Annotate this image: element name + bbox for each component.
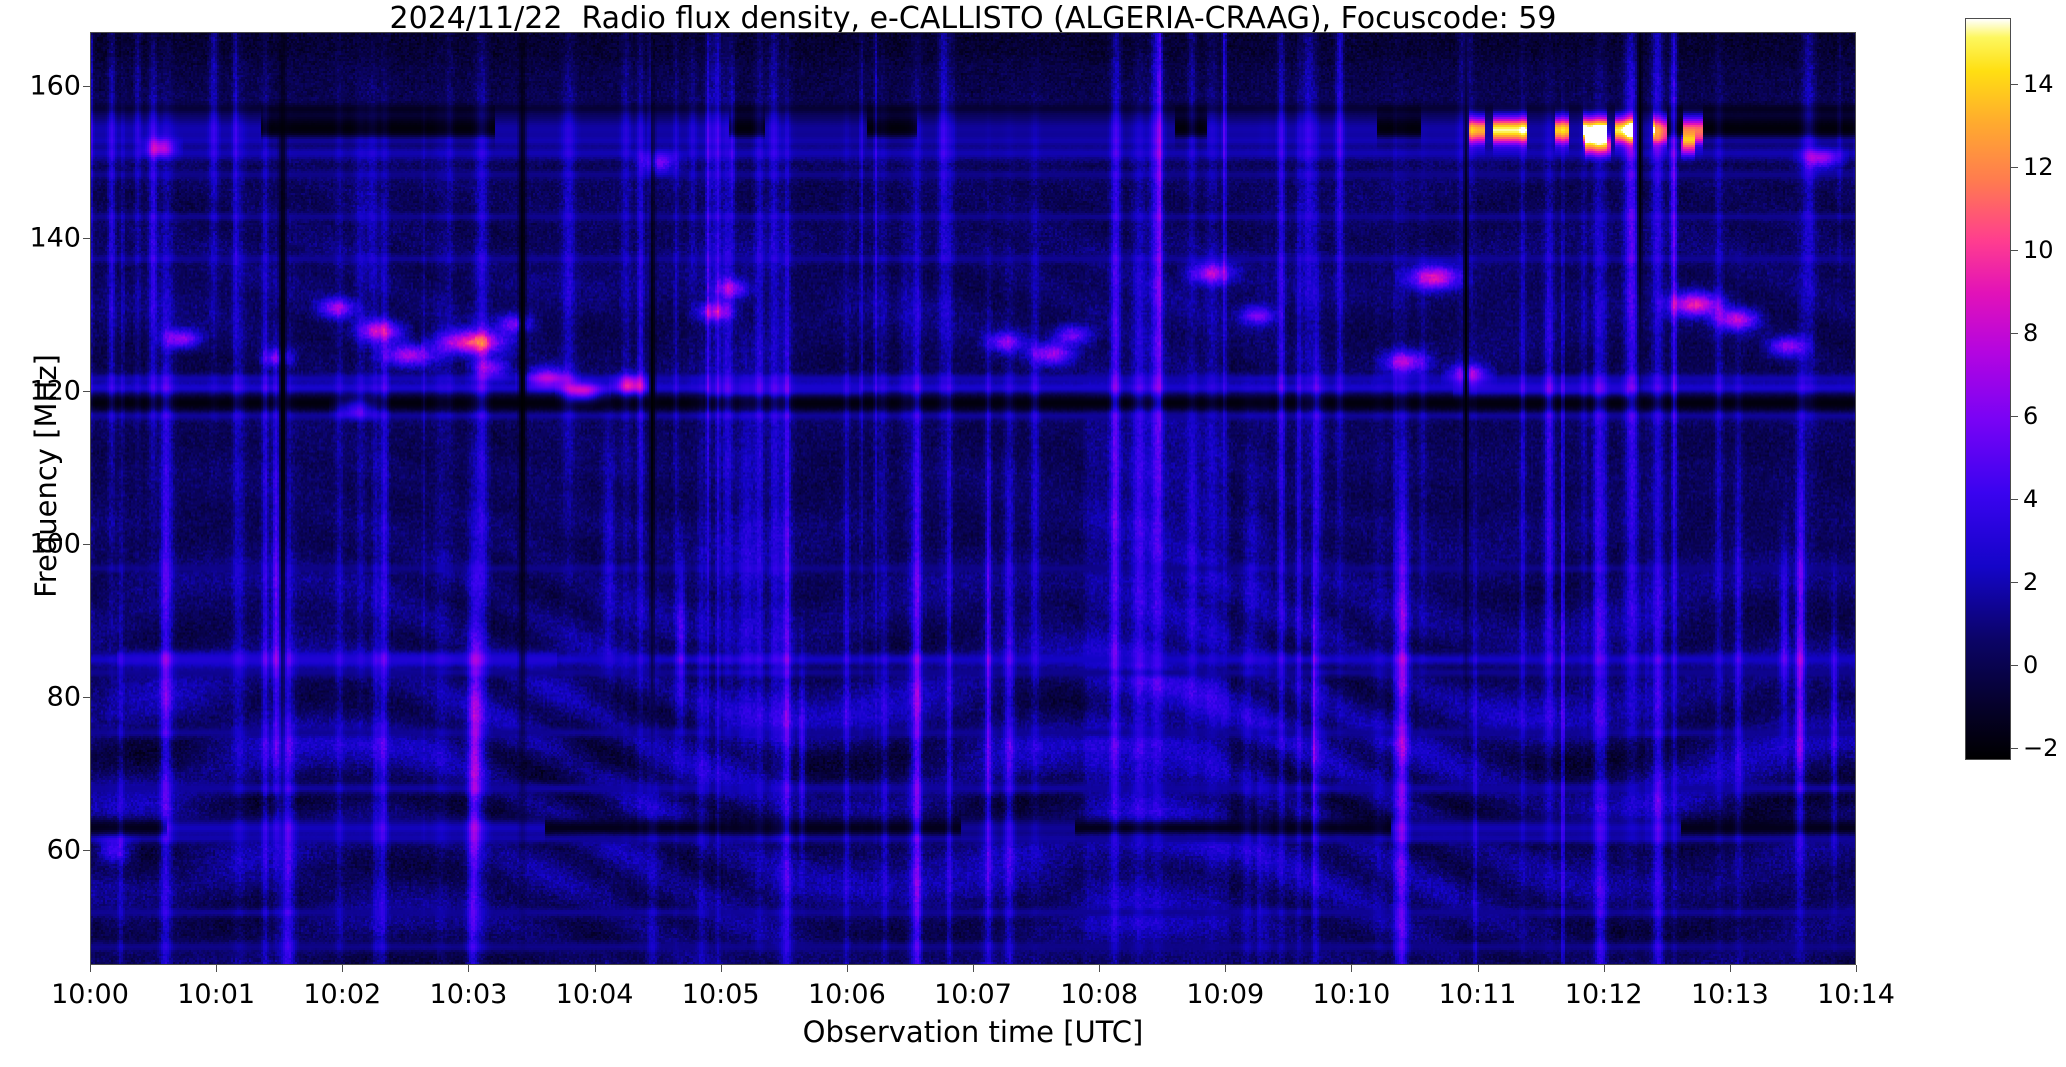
colorbar-tick-label: 12 — [2023, 153, 2054, 182]
x-tick-mark — [846, 965, 848, 972]
x-tick-mark — [1856, 965, 1857, 972]
x-tick-mark — [1099, 965, 1101, 972]
x-tick-label: 10:00 — [51, 979, 129, 1010]
x-tick-mark — [594, 965, 596, 972]
colorbar-tick-label: 2 — [2023, 567, 2039, 596]
colorbar-tick-label: 10 — [2023, 236, 2054, 265]
colorbar-tick-mark — [2011, 415, 2018, 417]
colorbar-tick-label: 14 — [2023, 70, 2054, 99]
colorbar-tick-mark — [2011, 167, 2018, 169]
y-tick-mark — [83, 544, 90, 546]
x-tick-label: 10:11 — [1438, 979, 1517, 1010]
colorbar-tick-mark — [2011, 498, 2018, 500]
x-tick-label: 10:12 — [1564, 979, 1643, 1010]
colorbar-tick-label: −2 — [2023, 733, 2059, 762]
spectrogram-image — [91, 33, 1855, 964]
colorbar-tick-mark — [2011, 747, 2018, 749]
y-tick-mark — [83, 85, 90, 87]
x-tick-label: 10:06 — [807, 979, 886, 1010]
y-tick-mark — [83, 697, 90, 699]
y-tick-mark — [83, 850, 90, 852]
x-tick-label: 10:07 — [934, 979, 1012, 1010]
colorbar-tick-label: 4 — [2023, 484, 2039, 513]
colorbar[interactable]: 14 12 10 8 6 4 2 0 −2 — [1965, 18, 2058, 762]
x-tick-label: 10:10 — [1312, 979, 1391, 1010]
x-tick-label: 10:13 — [1690, 979, 1769, 1010]
x-tick-mark — [216, 965, 218, 972]
colorbar-tick-mark — [2011, 581, 2018, 583]
x-axis-label: Observation time [UTC] — [802, 1015, 1144, 1049]
x-tick-mark — [342, 965, 344, 972]
x-tick-mark — [1225, 965, 1227, 972]
x-tick-mark — [1477, 965, 1479, 972]
x-tick-mark — [1351, 965, 1353, 972]
x-tick-mark — [468, 965, 470, 972]
y-tick-label: 60 — [46, 834, 81, 866]
x-tick-label: 10:09 — [1186, 979, 1265, 1010]
x-tick-label: 10:08 — [1060, 979, 1139, 1010]
y-axis-label: Frequency [MHz] — [29, 354, 63, 598]
colorbar-tick-label: 8 — [2023, 319, 2039, 348]
x-tick-mark — [90, 965, 91, 972]
x-tick-mark — [720, 965, 722, 972]
colorbar-tick-mark — [2011, 664, 2018, 666]
page-title: 2024/11/22 Radio flux density, e-CALLIST… — [389, 1, 1557, 36]
colorbar-tick-mark — [2011, 250, 2018, 252]
x-tick-mark — [1729, 965, 1731, 972]
colorbar-tick-mark — [2011, 333, 2018, 335]
x-tick-label: 10:02 — [303, 979, 382, 1010]
colorbar-gradient — [1965, 18, 2011, 760]
y-tick-mark — [83, 238, 90, 240]
x-tick-label: 10:05 — [681, 979, 760, 1010]
colorbar-tick-label: 0 — [2023, 650, 2039, 679]
x-tick-label: 10:01 — [177, 979, 256, 1010]
colorbar-tick-mark — [2011, 84, 2018, 86]
x-tick-label: 10:14 — [1817, 979, 1895, 1010]
y-tick-label: 160 — [29, 70, 81, 102]
y-tick-mark — [83, 391, 90, 393]
spectrogram-axes[interactable] — [90, 32, 1856, 965]
x-tick-mark — [1603, 965, 1605, 972]
x-tick-label: 10:04 — [555, 979, 634, 1010]
colorbar-tick-label: 6 — [2023, 401, 2039, 430]
x-tick-label: 10:03 — [429, 979, 508, 1010]
x-tick-mark — [973, 965, 974, 972]
